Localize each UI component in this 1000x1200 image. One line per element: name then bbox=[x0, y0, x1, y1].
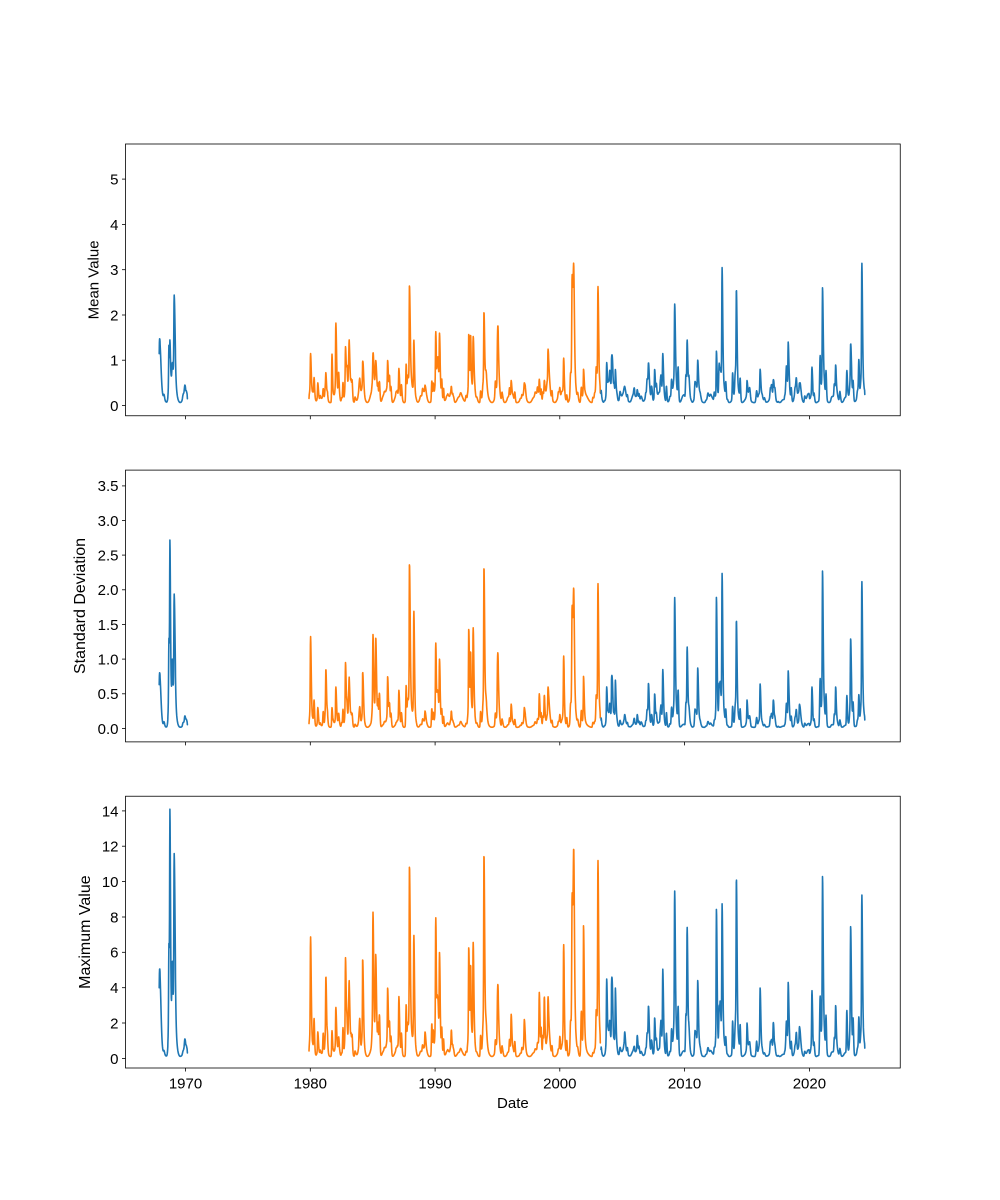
svg-text:14: 14 bbox=[102, 803, 119, 820]
svg-text:1.5: 1.5 bbox=[98, 617, 119, 634]
svg-text:3.5: 3.5 bbox=[98, 478, 119, 495]
svg-text:8: 8 bbox=[110, 909, 118, 926]
svg-text:Mean Value: Mean Value bbox=[86, 240, 103, 319]
svg-text:0.5: 0.5 bbox=[98, 686, 119, 703]
svg-text:2000: 2000 bbox=[543, 1076, 576, 1093]
svg-text:0: 0 bbox=[110, 398, 118, 415]
svg-text:3: 3 bbox=[110, 262, 118, 279]
svg-text:2020: 2020 bbox=[793, 1076, 826, 1093]
svg-text:6: 6 bbox=[110, 945, 118, 962]
svg-text:Maximum Value: Maximum Value bbox=[77, 875, 94, 989]
svg-text:2: 2 bbox=[110, 1015, 118, 1032]
svg-text:10: 10 bbox=[102, 874, 119, 891]
svg-text:12: 12 bbox=[102, 839, 119, 856]
svg-text:1970: 1970 bbox=[169, 1076, 202, 1093]
svg-text:5: 5 bbox=[110, 172, 118, 189]
svg-text:3.0: 3.0 bbox=[98, 513, 119, 530]
svg-text:2.0: 2.0 bbox=[98, 582, 119, 599]
svg-text:1980: 1980 bbox=[294, 1076, 327, 1093]
svg-text:1990: 1990 bbox=[418, 1076, 451, 1093]
svg-text:Date: Date bbox=[497, 1095, 529, 1112]
svg-text:0.0: 0.0 bbox=[98, 721, 119, 738]
svg-text:2010: 2010 bbox=[668, 1076, 701, 1093]
svg-text:4: 4 bbox=[110, 217, 118, 234]
svg-text:1.0: 1.0 bbox=[98, 652, 119, 669]
svg-text:1: 1 bbox=[110, 353, 118, 370]
svg-text:0: 0 bbox=[110, 1051, 118, 1068]
svg-text:4: 4 bbox=[110, 980, 118, 997]
svg-text:2.5: 2.5 bbox=[98, 548, 119, 565]
svg-text:Standard Deviation: Standard Deviation bbox=[72, 538, 89, 674]
svg-text:2: 2 bbox=[110, 307, 118, 324]
